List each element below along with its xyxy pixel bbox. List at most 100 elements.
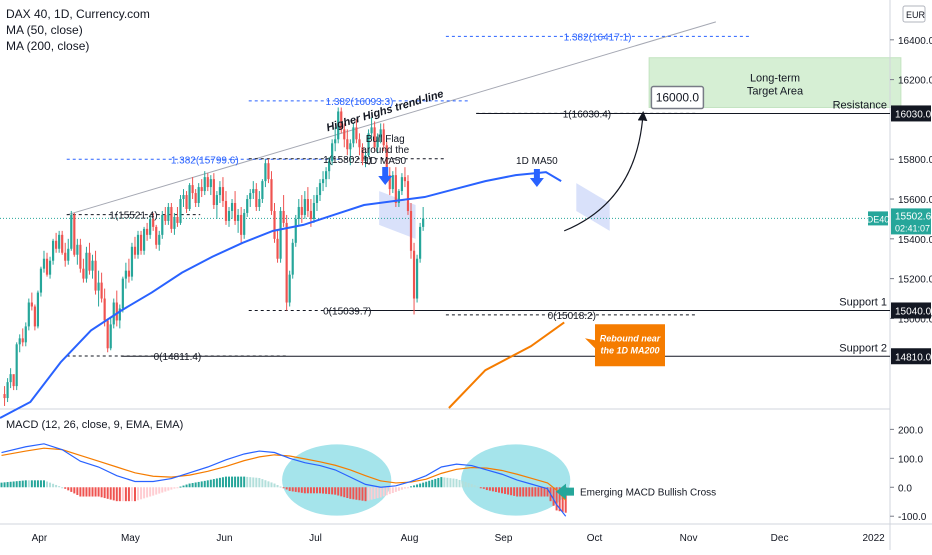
candle-body — [85, 252, 88, 279]
price-axis[interactable]: 16400.0 16200.0 15800.0 15600.0 15400.0 15200… — [867, 5, 932, 523]
candle-body — [279, 210, 282, 259]
macd-histogram-bar — [197, 481, 200, 488]
macd-histogram-bar — [252, 477, 255, 488]
macd-histogram-bar — [276, 485, 279, 488]
macd-histogram-bar — [27, 480, 30, 488]
macd-histogram-bar — [340, 487, 343, 497]
macd-histogram-bar — [491, 487, 494, 492]
candle-body — [176, 216, 179, 223]
bull-flag-label-2: around the — [361, 145, 409, 156]
candle-body — [45, 258, 49, 275]
macd-histogram-bar — [522, 487, 525, 497]
macd-histogram-bar — [558, 487, 561, 512]
level-label: Support 2 — [839, 342, 887, 354]
macd-line — [1, 443, 567, 517]
level-axis-value: 15040.0 — [895, 306, 932, 317]
macd-histogram-bar — [331, 487, 334, 495]
ma50-note-label: 1D MA50 — [516, 156, 558, 167]
time-tick-label: May — [121, 533, 140, 544]
macd-histogram-bar — [149, 487, 152, 497]
macd-histogram-bar — [240, 476, 243, 488]
macd-histogram-bar — [473, 485, 476, 488]
candle-body — [185, 195, 188, 209]
legend-ma200[interactable]: MA (200, close) — [6, 39, 90, 53]
macd-histogram-bar — [561, 487, 564, 512]
time-tick-label: Apr — [32, 533, 48, 544]
legend-symbol[interactable]: DAX 40, 1D, Currency.com — [6, 7, 150, 21]
price-tick-label: 16200.0 — [898, 76, 932, 87]
fib-level-label: 0(15039.7) — [323, 307, 371, 318]
candle-body — [133, 246, 137, 255]
ma200-line — [448, 321, 565, 409]
candle-body — [158, 234, 161, 245]
candle-body — [382, 129, 385, 146]
candle-body — [331, 143, 334, 162]
macd-histogram-bar — [228, 476, 231, 488]
macd-tick-label: 200.0 — [898, 425, 923, 436]
candle-body — [370, 127, 373, 134]
fib-level-label: 1(16030.4) — [563, 109, 611, 120]
candle-body — [152, 218, 155, 227]
macd-histogram-bar — [30, 480, 33, 488]
price-tick-label: 16400.0 — [898, 36, 932, 47]
macd-histogram-bar — [555, 487, 558, 511]
macd-histogram-bar — [434, 478, 437, 488]
macd-histogram-bar — [319, 487, 322, 494]
candle-body — [337, 111, 340, 140]
macd-histogram-bar — [146, 487, 149, 498]
candle-body — [170, 206, 173, 229]
macd-histogram-bar — [516, 487, 519, 497]
macd-histogram-bar — [552, 487, 555, 506]
target-price-value: 16000.0 — [656, 91, 700, 105]
price-tick-label: 15200.0 — [898, 275, 932, 286]
candle-body — [212, 179, 215, 205]
macd-histogram-bar — [373, 487, 376, 499]
time-axis[interactable]: Apr May Jun Jul Aug Sep Oct Nov Dec 2022 — [32, 533, 885, 544]
candle-body — [218, 187, 222, 196]
macd-histogram-bar — [419, 483, 422, 488]
macd-histogram-bar — [212, 479, 215, 488]
macd-histogram-bar — [91, 487, 94, 497]
macd-histogram-bar — [15, 481, 18, 488]
macd-histogram-bar — [403, 487, 406, 489]
candle-body — [30, 302, 33, 307]
macd-histogram-bar — [488, 487, 491, 491]
candle-body — [91, 260, 94, 271]
candle-body — [130, 246, 134, 277]
macd-histogram-bar — [273, 483, 276, 488]
macd-histogram-bar — [279, 486, 282, 488]
macd-histogram-bar — [0, 482, 3, 488]
candle-body — [58, 234, 61, 249]
macd-histogram-bar — [382, 487, 385, 497]
macd-tick-label: -100.0 — [898, 512, 927, 523]
macd-histogram-bar — [9, 481, 12, 488]
candle-body — [358, 139, 361, 148]
candle-body — [3, 394, 6, 399]
candle-body — [258, 199, 261, 207]
macd-histogram-bar — [294, 487, 297, 492]
candle-body — [79, 244, 82, 269]
candle-body — [6, 382, 9, 399]
macd-histogram-bar — [109, 487, 112, 500]
macd-histogram-bar — [410, 486, 413, 488]
candle-body — [303, 199, 306, 215]
macd-histogram-bar — [103, 487, 106, 499]
level-label: Support 1 — [839, 296, 887, 308]
candle-body — [385, 145, 388, 176]
macd-histogram-bar — [282, 487, 285, 489]
candle-body — [194, 193, 197, 204]
price-tick-label: 15400.0 — [898, 235, 932, 246]
macd-histogram-bar — [370, 487, 373, 500]
macd-histogram-bar — [173, 487, 176, 489]
candle-body — [146, 228, 149, 235]
macd-histogram-bar — [519, 487, 522, 497]
legend-ma50[interactable]: MA (50, close) — [6, 23, 83, 37]
macd-histogram-bar — [485, 487, 488, 491]
macd-highlight-ellipse — [282, 444, 392, 516]
macd-histogram-bar — [164, 487, 167, 492]
macd-histogram-bar — [394, 487, 397, 492]
level-label: Resistance — [833, 99, 887, 111]
last-price-box — [891, 208, 931, 235]
time-tick-label: 2022 — [862, 533, 885, 544]
